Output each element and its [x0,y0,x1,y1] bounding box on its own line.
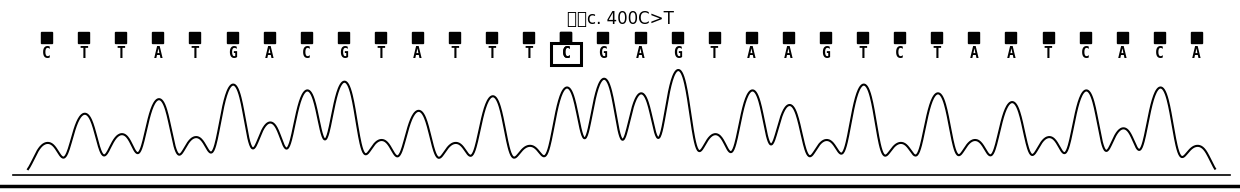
Text: C: C [562,46,570,61]
Text: T: T [376,46,384,61]
Text: T: T [487,46,496,61]
Bar [782,31,794,42]
Bar [374,31,386,42]
Text: 位点c. 400C>T: 位点c. 400C>T [567,10,673,28]
Bar [190,31,201,42]
Text: T: T [79,46,88,61]
Bar [337,31,348,42]
Bar [301,31,311,42]
Bar [227,31,238,42]
Bar [78,31,89,42]
Text: A: A [970,46,978,61]
Bar [1043,31,1054,42]
Bar [968,31,980,42]
Bar [523,31,534,42]
Text: T: T [932,46,941,61]
Text: T: T [1044,46,1053,61]
Bar [1190,31,1202,42]
Text: T: T [525,46,533,61]
Bar [857,31,868,42]
Text: T: T [709,46,719,61]
Text: C: C [895,46,904,61]
Bar [41,31,52,42]
Bar [153,31,164,42]
Bar [551,43,582,65]
Bar [486,31,497,42]
Bar [672,31,683,42]
Text: C: C [301,46,310,61]
Bar [115,31,126,42]
Bar [894,31,905,42]
Bar [412,31,423,42]
Text: T: T [191,46,200,61]
Bar [709,31,719,42]
Text: A: A [636,46,645,61]
Text: A: A [413,46,422,61]
Text: A: A [746,46,755,61]
Bar [1154,31,1164,42]
Bar [264,31,274,42]
Text: C: C [562,46,570,61]
Text: A: A [1192,46,1200,61]
Text: A: A [154,46,162,61]
Bar [820,31,831,42]
Bar [1117,31,1127,42]
Text: G: G [673,46,682,61]
Text: G: G [228,46,237,61]
Bar [560,31,572,42]
Bar [449,31,460,42]
Text: A: A [1118,46,1127,61]
Text: G: G [339,46,347,61]
Bar [635,31,646,42]
Bar [745,31,756,42]
Text: T: T [858,46,867,61]
Text: C: C [1154,46,1163,61]
Bar [560,31,572,42]
Text: C: C [1081,46,1090,61]
Text: G: G [599,46,608,61]
Text: A: A [264,46,274,61]
Text: G: G [821,46,830,61]
Text: T: T [450,46,459,61]
Text: C: C [42,46,51,61]
Bar [598,31,609,42]
Text: A: A [1007,46,1016,61]
Bar [1006,31,1017,42]
Text: A: A [784,46,792,61]
Bar [931,31,942,42]
Bar [1080,31,1091,42]
Text: T: T [117,46,125,61]
